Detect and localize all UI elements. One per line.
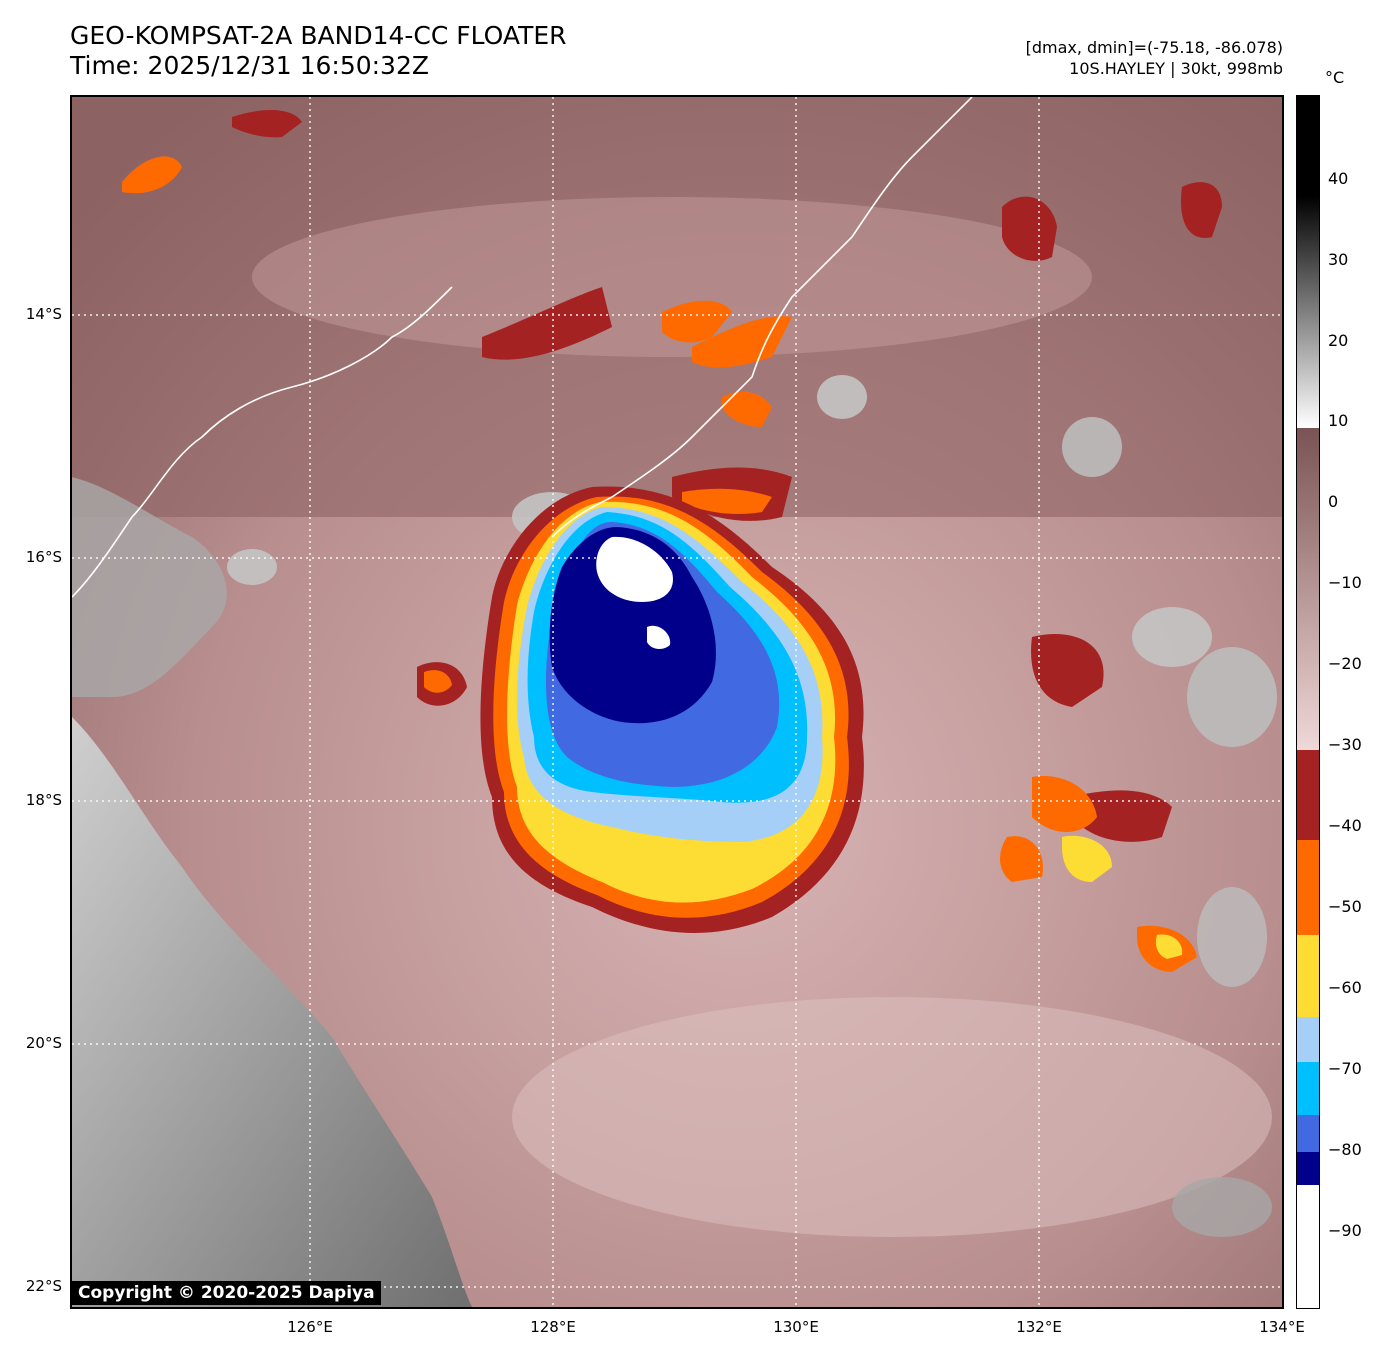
lat-label: 16°S — [25, 548, 62, 566]
colorbar-light-blue — [1297, 1017, 1319, 1062]
colorbar-yellow — [1297, 935, 1319, 1017]
colorbar-unit: °C — [1325, 68, 1345, 87]
lon-label: 130°E — [773, 1318, 819, 1336]
convective-cell — [1181, 182, 1222, 238]
convective-cell — [1002, 196, 1057, 261]
land-mass-west-north — [72, 477, 227, 697]
colorbar-tick: −20 — [1328, 654, 1362, 673]
lon-label: 132°E — [1016, 1318, 1062, 1336]
cyclone-dark-navy — [549, 527, 716, 724]
colorbar-tick: −40 — [1328, 816, 1362, 835]
colorbar-dark-red — [1297, 750, 1319, 840]
convective-cell — [424, 670, 452, 693]
colorbar-tick: 20 — [1328, 331, 1349, 350]
convective-cell — [1062, 835, 1112, 882]
lat-label: 18°S — [25, 791, 62, 809]
cloud-patch — [1062, 417, 1122, 477]
lat-label: 22°S — [25, 1277, 62, 1295]
cloud-patch — [227, 549, 277, 585]
cloud-patch — [1197, 887, 1267, 987]
temperature-range: [dmax, dmin]=(-75.18, -86.078) — [1025, 38, 1283, 57]
colorbar-tick: −90 — [1328, 1221, 1362, 1240]
colorbar-tick: 30 — [1328, 250, 1349, 269]
lat-label: 20°S — [25, 1034, 62, 1052]
land-mass-west — [72, 717, 472, 1307]
colorbar-royal-blue — [1297, 1115, 1319, 1152]
cyclone-white-spot — [647, 625, 671, 649]
cloud-streak — [512, 997, 1272, 1237]
storm-info: 10S.HAYLEY | 30kt, 998mb — [1069, 59, 1283, 78]
lon-label: 126°E — [287, 1318, 333, 1336]
convective-band — [482, 287, 612, 360]
convective-band — [662, 300, 732, 343]
timestamp: Time: 2025/12/31 16:50:32Z — [70, 51, 429, 80]
satellite-map — [70, 95, 1284, 1309]
convective-band — [722, 391, 772, 427]
convective-cell — [1032, 776, 1097, 832]
colorbar-brown-segment — [1297, 428, 1319, 750]
coastline — [72, 286, 453, 598]
colorbar-orange — [1297, 840, 1319, 935]
cloud-patch — [1172, 1177, 1272, 1237]
colorbar-tick: 40 — [1328, 169, 1349, 188]
lon-label: 134°E — [1259, 1318, 1305, 1336]
colorbar-tick: −50 — [1328, 897, 1362, 916]
colorbar-tick: −10 — [1328, 573, 1362, 592]
convective-cell — [1072, 790, 1172, 842]
colorbar-gray-segment — [1297, 96, 1319, 428]
colorbar-tick: −70 — [1328, 1059, 1362, 1078]
convective-band — [692, 316, 792, 368]
convective-band — [682, 488, 772, 514]
cloud-patch — [817, 375, 867, 419]
colorbar-white — [1297, 1185, 1319, 1308]
grid-lines — [72, 97, 1282, 1307]
colorbar-tick: −80 — [1328, 1140, 1362, 1159]
colorbar-tick: −30 — [1328, 735, 1362, 754]
colorbar — [1296, 95, 1320, 1309]
lat-label: 14°S — [25, 305, 62, 323]
copyright-label: Copyright © 2020-2025 Dapiya — [72, 1281, 381, 1305]
lon-label: 128°E — [530, 1318, 576, 1336]
convective-cell — [1000, 836, 1043, 882]
colorbar-tick: 10 — [1328, 411, 1349, 430]
coastline — [551, 97, 973, 538]
cloud-patch — [1132, 607, 1212, 667]
colorbar-sky-blue — [1297, 1062, 1319, 1115]
colorbar-tick: −60 — [1328, 978, 1362, 997]
convective-cell — [1155, 934, 1183, 959]
cyclone-white-core — [596, 536, 673, 602]
colorbar-dark-navy — [1297, 1152, 1319, 1185]
convective-band — [122, 156, 182, 194]
cloud-streak — [252, 197, 1092, 357]
chart-title: GEO-KOMPSAT-2A BAND14-CC FLOATER — [70, 21, 567, 50]
convective-cell — [1031, 634, 1104, 707]
colorbar-tick: 0 — [1328, 492, 1339, 511]
cloud-patch — [1187, 647, 1277, 747]
convective-band — [232, 110, 302, 138]
